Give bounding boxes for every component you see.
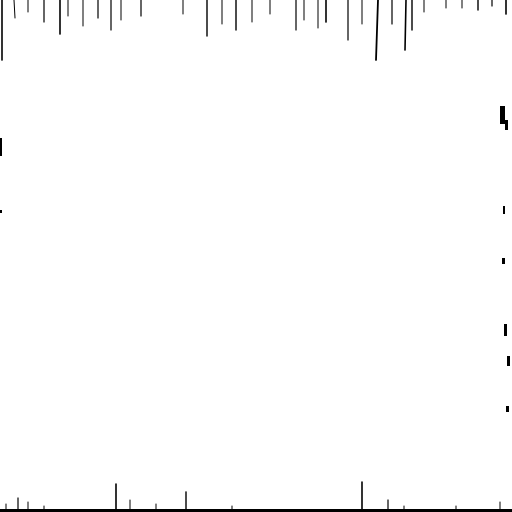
- speck: [0, 138, 2, 156]
- streak: [13, 0, 16, 19]
- speck: [504, 324, 507, 336]
- speck: [500, 106, 505, 124]
- left-edge-specks: [0, 138, 2, 213]
- speck: [502, 258, 505, 264]
- speck: [506, 406, 509, 412]
- speck: [505, 120, 508, 130]
- streak: [404, 0, 407, 51]
- bottom-border-line: [0, 509, 512, 512]
- speck: [507, 356, 510, 366]
- right-edge-specks: [500, 106, 510, 412]
- speck: [0, 210, 2, 213]
- top-edge-streaks: [1, 0, 507, 61]
- streak: [375, 0, 379, 61]
- speck: [503, 206, 505, 214]
- bottom-edge-streaks: [5, 481, 501, 512]
